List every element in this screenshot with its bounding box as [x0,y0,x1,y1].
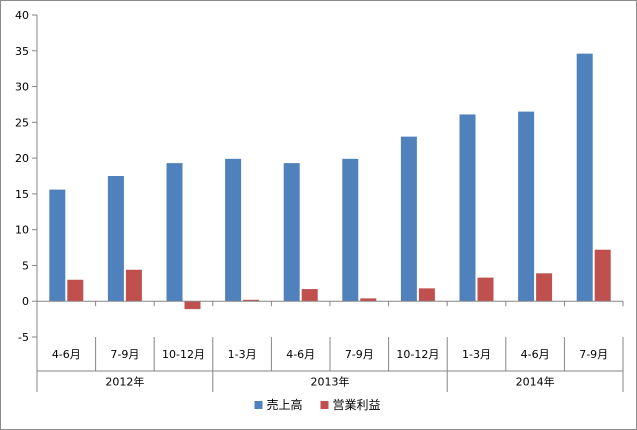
bar-operating-profit [243,299,260,302]
legend-label-operating-profit: 営業利益 [333,398,381,412]
y-tick-label: 40 [15,9,29,22]
y-tick-label: 30 [15,81,29,94]
x-category-label: 4-6月 [521,348,550,361]
bar-operating-profit [477,277,494,302]
legend: 売上高 営業利益 [254,397,381,412]
x-category-label: 10-12月 [162,348,205,361]
legend-swatch-sales [254,401,263,409]
bar-operating-profit [594,249,611,302]
bar-operating-profit [184,301,201,310]
bar-operating-profit [301,289,318,302]
y-tick-label: 25 [15,116,29,129]
y-tick-label: 35 [15,45,29,58]
x-category-label: 1-3月 [228,348,257,361]
y-tick-label: -5 [18,331,29,344]
bar-operating-profit [536,273,553,302]
bar-operating-profit [67,279,84,302]
y-tick-label: 0 [22,295,29,308]
bar-operating-profit [418,288,435,302]
x-category-label: 7-9月 [345,348,374,361]
bar-sales [225,158,242,302]
y-tick-label: 15 [15,188,29,201]
bars [49,53,611,310]
y-tick-label: 10 [15,224,29,237]
x-category-label: 4-6月 [286,348,315,361]
y-tick-label: 5 [22,259,29,272]
x-category-label: 7-9月 [579,348,608,361]
bar-sales [576,53,593,302]
y-axis: -5 0 5 10 15 20 25 30 35 40 [15,9,38,344]
bar-sales [342,158,359,302]
x-category-label: 4-6月 [52,348,81,361]
legend-swatch-operating-profit [320,401,329,409]
x-group-label: 2014年 [516,375,555,389]
x-category-label: 10-12月 [396,348,439,361]
bar-operating-profit [360,298,377,302]
bar-sales [49,189,66,302]
x-category-label: 7-9月 [110,348,139,361]
bar-sales [518,111,535,302]
bar-sales [400,136,417,302]
x-category-label: 1-3月 [462,348,491,361]
bar-operating-profit [125,269,142,302]
bar-sales [459,114,476,302]
x-group-label: 2012年 [105,375,144,389]
x-group-label: 2013年 [311,375,350,389]
x-axis: 4-6月 7-9月 10-12月 1-3月 4-6月 7-9月 10-12月 1-3月 4-6月… [36,300,624,392]
legend-label-sales: 売上高 [267,397,303,412]
bar-sales [107,176,124,302]
bar-sales [283,163,300,302]
bar-sales [166,163,183,302]
y-tick-label: 20 [15,152,29,165]
